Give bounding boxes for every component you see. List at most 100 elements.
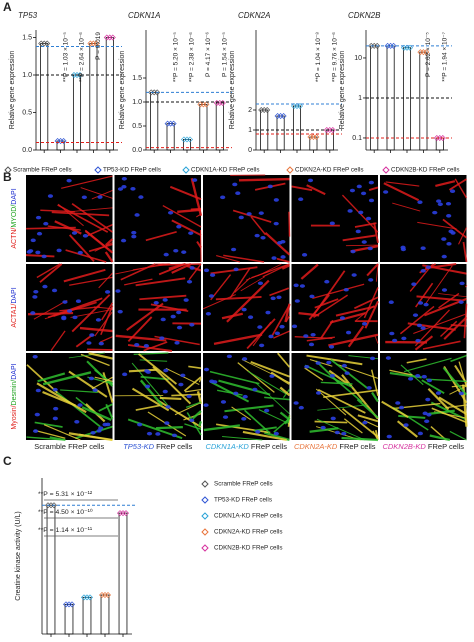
- fiber: [88, 352, 113, 360]
- nucleus: [75, 299, 82, 304]
- legend-label: CDKN2B-KD FReP cells: [391, 167, 459, 174]
- nucleus: [293, 401, 299, 405]
- nucleus: [42, 284, 48, 289]
- fiber: [68, 432, 113, 442]
- fiber: [343, 418, 363, 434]
- fiber: [188, 365, 202, 370]
- fiber: [135, 277, 186, 287]
- nucleus: [189, 418, 195, 423]
- y-tick-label: 0.0: [22, 147, 32, 154]
- bar: [276, 115, 285, 151]
- fiber: [285, 315, 291, 323]
- column-suffix: FReP cells: [156, 442, 192, 451]
- nucleus: [361, 240, 367, 244]
- micrograph-content: [115, 262, 202, 352]
- fiber: [449, 430, 467, 441]
- nucleus: [167, 210, 174, 215]
- legend-marker: [286, 166, 294, 174]
- nucleus: [351, 273, 357, 277]
- fiber: [273, 330, 290, 339]
- nucleus: [408, 376, 414, 381]
- p-value: **P = 2.38 × 10⁻⁶: [189, 32, 196, 82]
- nucleus: [241, 307, 247, 312]
- nucleus: [420, 246, 426, 251]
- nucleus: [271, 256, 277, 260]
- fiber: [425, 378, 467, 383]
- fiber: [363, 287, 379, 319]
- fiber: [171, 393, 202, 397]
- nucleus: [279, 324, 285, 329]
- fiber: [438, 293, 467, 298]
- nucleus: [315, 361, 321, 365]
- nucleus: [310, 332, 316, 337]
- legend-marker: [4, 166, 12, 174]
- micrograph: [380, 353, 467, 440]
- fiber: [383, 182, 420, 202]
- nucleus: [241, 417, 247, 421]
- nucleus: [424, 419, 430, 424]
- nucleus: [173, 248, 179, 253]
- fiber: [347, 325, 365, 348]
- data-point: [407, 44, 413, 51]
- fiber: [355, 305, 375, 321]
- nucleus: [415, 338, 421, 343]
- fiber: [313, 294, 348, 318]
- fiber: [27, 312, 74, 316]
- nucleus: [358, 210, 364, 215]
- bar: [64, 603, 74, 635]
- nucleus: [276, 295, 282, 300]
- fiber: [304, 364, 353, 389]
- fiber: [33, 299, 68, 320]
- bar: [150, 92, 159, 151]
- nucleus: [425, 265, 432, 270]
- fiber: [417, 221, 457, 230]
- p-value: **P = 4.50 × 10⁻¹⁰: [38, 508, 93, 516]
- data-point: [203, 101, 210, 108]
- nucleus: [329, 221, 335, 226]
- nucleus: [88, 376, 95, 381]
- nucleus: [298, 197, 304, 202]
- fiber: [162, 204, 202, 228]
- nucleus: [183, 298, 189, 302]
- nucleus: [385, 356, 391, 360]
- nucleus: [160, 317, 166, 322]
- nucleus: [36, 231, 43, 236]
- fiber: [42, 391, 76, 407]
- nucleus: [176, 224, 182, 229]
- fiber: [80, 187, 113, 199]
- bar: [325, 129, 334, 151]
- fiber: [399, 305, 435, 335]
- fiber: [435, 180, 456, 187]
- fiber: [312, 283, 365, 300]
- legend-marker: [201, 496, 209, 504]
- y-axis-label: Relative gene expression: [339, 51, 346, 130]
- y-tick-label: 0.0: [132, 147, 142, 154]
- nucleus: [417, 200, 423, 205]
- nucleus: [298, 405, 304, 410]
- fiber: [431, 407, 467, 424]
- fiber: [454, 178, 468, 199]
- row-label-part: DAPI: [11, 188, 18, 204]
- fiber: [371, 391, 379, 403]
- nucleus: [445, 201, 452, 206]
- fiber: [320, 381, 353, 385]
- fiber: [115, 334, 167, 342]
- nucleus: [66, 178, 72, 183]
- nucleus: [104, 290, 111, 294]
- legend-label: Scramble FReP cells: [13, 167, 72, 174]
- micrograph-content: [383, 178, 468, 263]
- nucleus: [426, 378, 433, 383]
- fiber: [350, 245, 379, 253]
- data-point: [77, 72, 83, 78]
- nucleus: [436, 199, 442, 203]
- nucleus: [423, 302, 429, 307]
- nucleus: [459, 281, 465, 286]
- fiber: [145, 231, 177, 242]
- nucleus: [398, 405, 405, 410]
- nucleus: [260, 235, 266, 240]
- nucleus: [326, 360, 332, 365]
- nucleus: [134, 213, 140, 217]
- fiber: [94, 242, 113, 252]
- fiber: [427, 387, 450, 411]
- data-point: [423, 49, 430, 56]
